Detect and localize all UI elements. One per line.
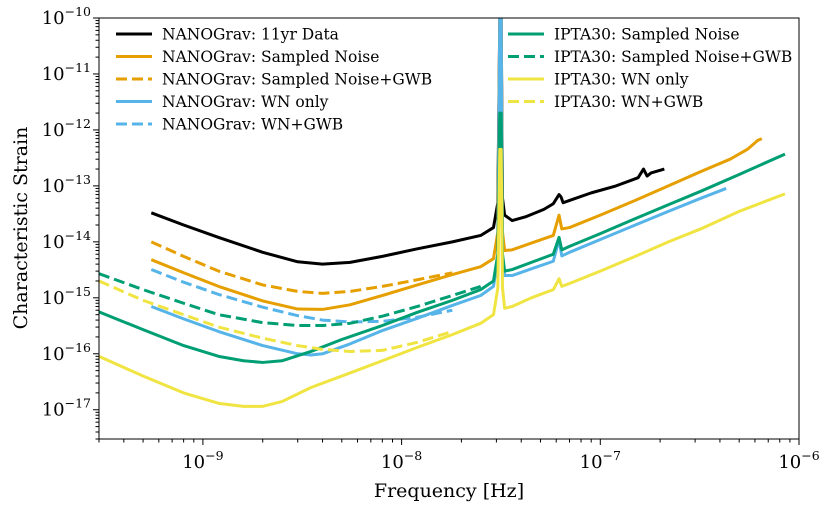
series-line-ipta30-wn-only: [99, 147, 786, 408]
y-tick-label: 10−17: [42, 396, 91, 421]
legend-label-nanograv-sampled-noise-gwb: NANOGrav: Sampled Noise+GWB: [162, 71, 432, 89]
y-tick-label: 10−15: [42, 284, 91, 309]
y-tick-label: 10−16: [42, 340, 91, 365]
legend-label-ipta30-sampled-noise-gwb: IPTA30: Sampled Noise+GWB: [554, 48, 792, 66]
legend-label-ipta30-wn-only: IPTA30: WN only: [554, 71, 689, 89]
legend-label-nanograv-wn-gwb: NANOGrav: WN+GWB: [162, 116, 343, 134]
series-line-ipta30-sampled-noise: [99, 111, 786, 364]
series-line-nanograv-sampled-noise-gwb: [150, 240, 453, 295]
legend-label-ipta30-wn-gwb: IPTA30: WN+GWB: [554, 93, 703, 111]
legend: NANOGrav: 11yr Data NANOGrav: Sampled Noi…: [116, 26, 792, 134]
y-tick-label: 10−10: [42, 4, 91, 29]
series-line-ipta30-wn-gwb: [99, 279, 453, 353]
series-lines: [99, 18, 786, 408]
series-line-ipta30-sampled-noise-gwb: [99, 272, 482, 328]
x-tick-label: 10−9: [182, 448, 223, 473]
x-tick-label: 10−8: [381, 448, 422, 473]
legend-label-nanograv-wn-only: NANOGrav: WN only: [162, 93, 329, 111]
series-line-nanograv-wn-only: [150, 18, 727, 357]
axis-ticks: [93, 17, 800, 445]
legend-label-ipta30-sampled-noise: IPTA30: Sampled Noise: [554, 26, 740, 44]
y-tick-label: 10−13: [42, 172, 91, 197]
x-axis-label: Frequency [Hz]: [374, 480, 524, 502]
legend-label-nanograv-sampled-noise: NANOGrav: Sampled Noise: [162, 48, 379, 66]
x-tick-label: 10−6: [778, 448, 819, 473]
y-axis-label: Characteristic Strain: [10, 127, 32, 330]
y-tick-label: 10−11: [42, 60, 91, 85]
y-tick-label: 10−14: [42, 228, 91, 253]
x-tick-label: 10−7: [580, 448, 621, 473]
legend-label-nanograv-11yr-data: NANOGrav: 11yr Data: [162, 26, 339, 44]
plot-frame: [98, 17, 800, 440]
y-tick-label: 10−12: [42, 116, 91, 141]
tick-labels: 10−9 10−8 10−7 10−6 10−17 10−16 10−15 10−14 10−1…: [42, 4, 820, 473]
